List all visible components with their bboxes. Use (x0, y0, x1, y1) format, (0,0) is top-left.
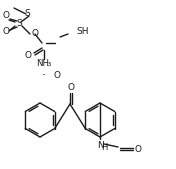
Text: O: O (32, 29, 39, 38)
Text: O: O (24, 52, 32, 61)
Text: O: O (54, 71, 61, 80)
Text: O: O (134, 144, 142, 153)
Text: S: S (16, 19, 22, 29)
Text: O: O (68, 83, 74, 92)
Text: O: O (2, 11, 10, 20)
Text: H: H (101, 142, 107, 151)
Text: O: O (2, 28, 10, 37)
Text: SH: SH (76, 27, 89, 35)
Text: ₃: ₃ (48, 59, 51, 68)
Text: ṄH: ṄH (36, 59, 49, 68)
Text: N: N (97, 140, 103, 150)
Text: S: S (24, 9, 30, 18)
Text: ·: · (42, 69, 46, 82)
